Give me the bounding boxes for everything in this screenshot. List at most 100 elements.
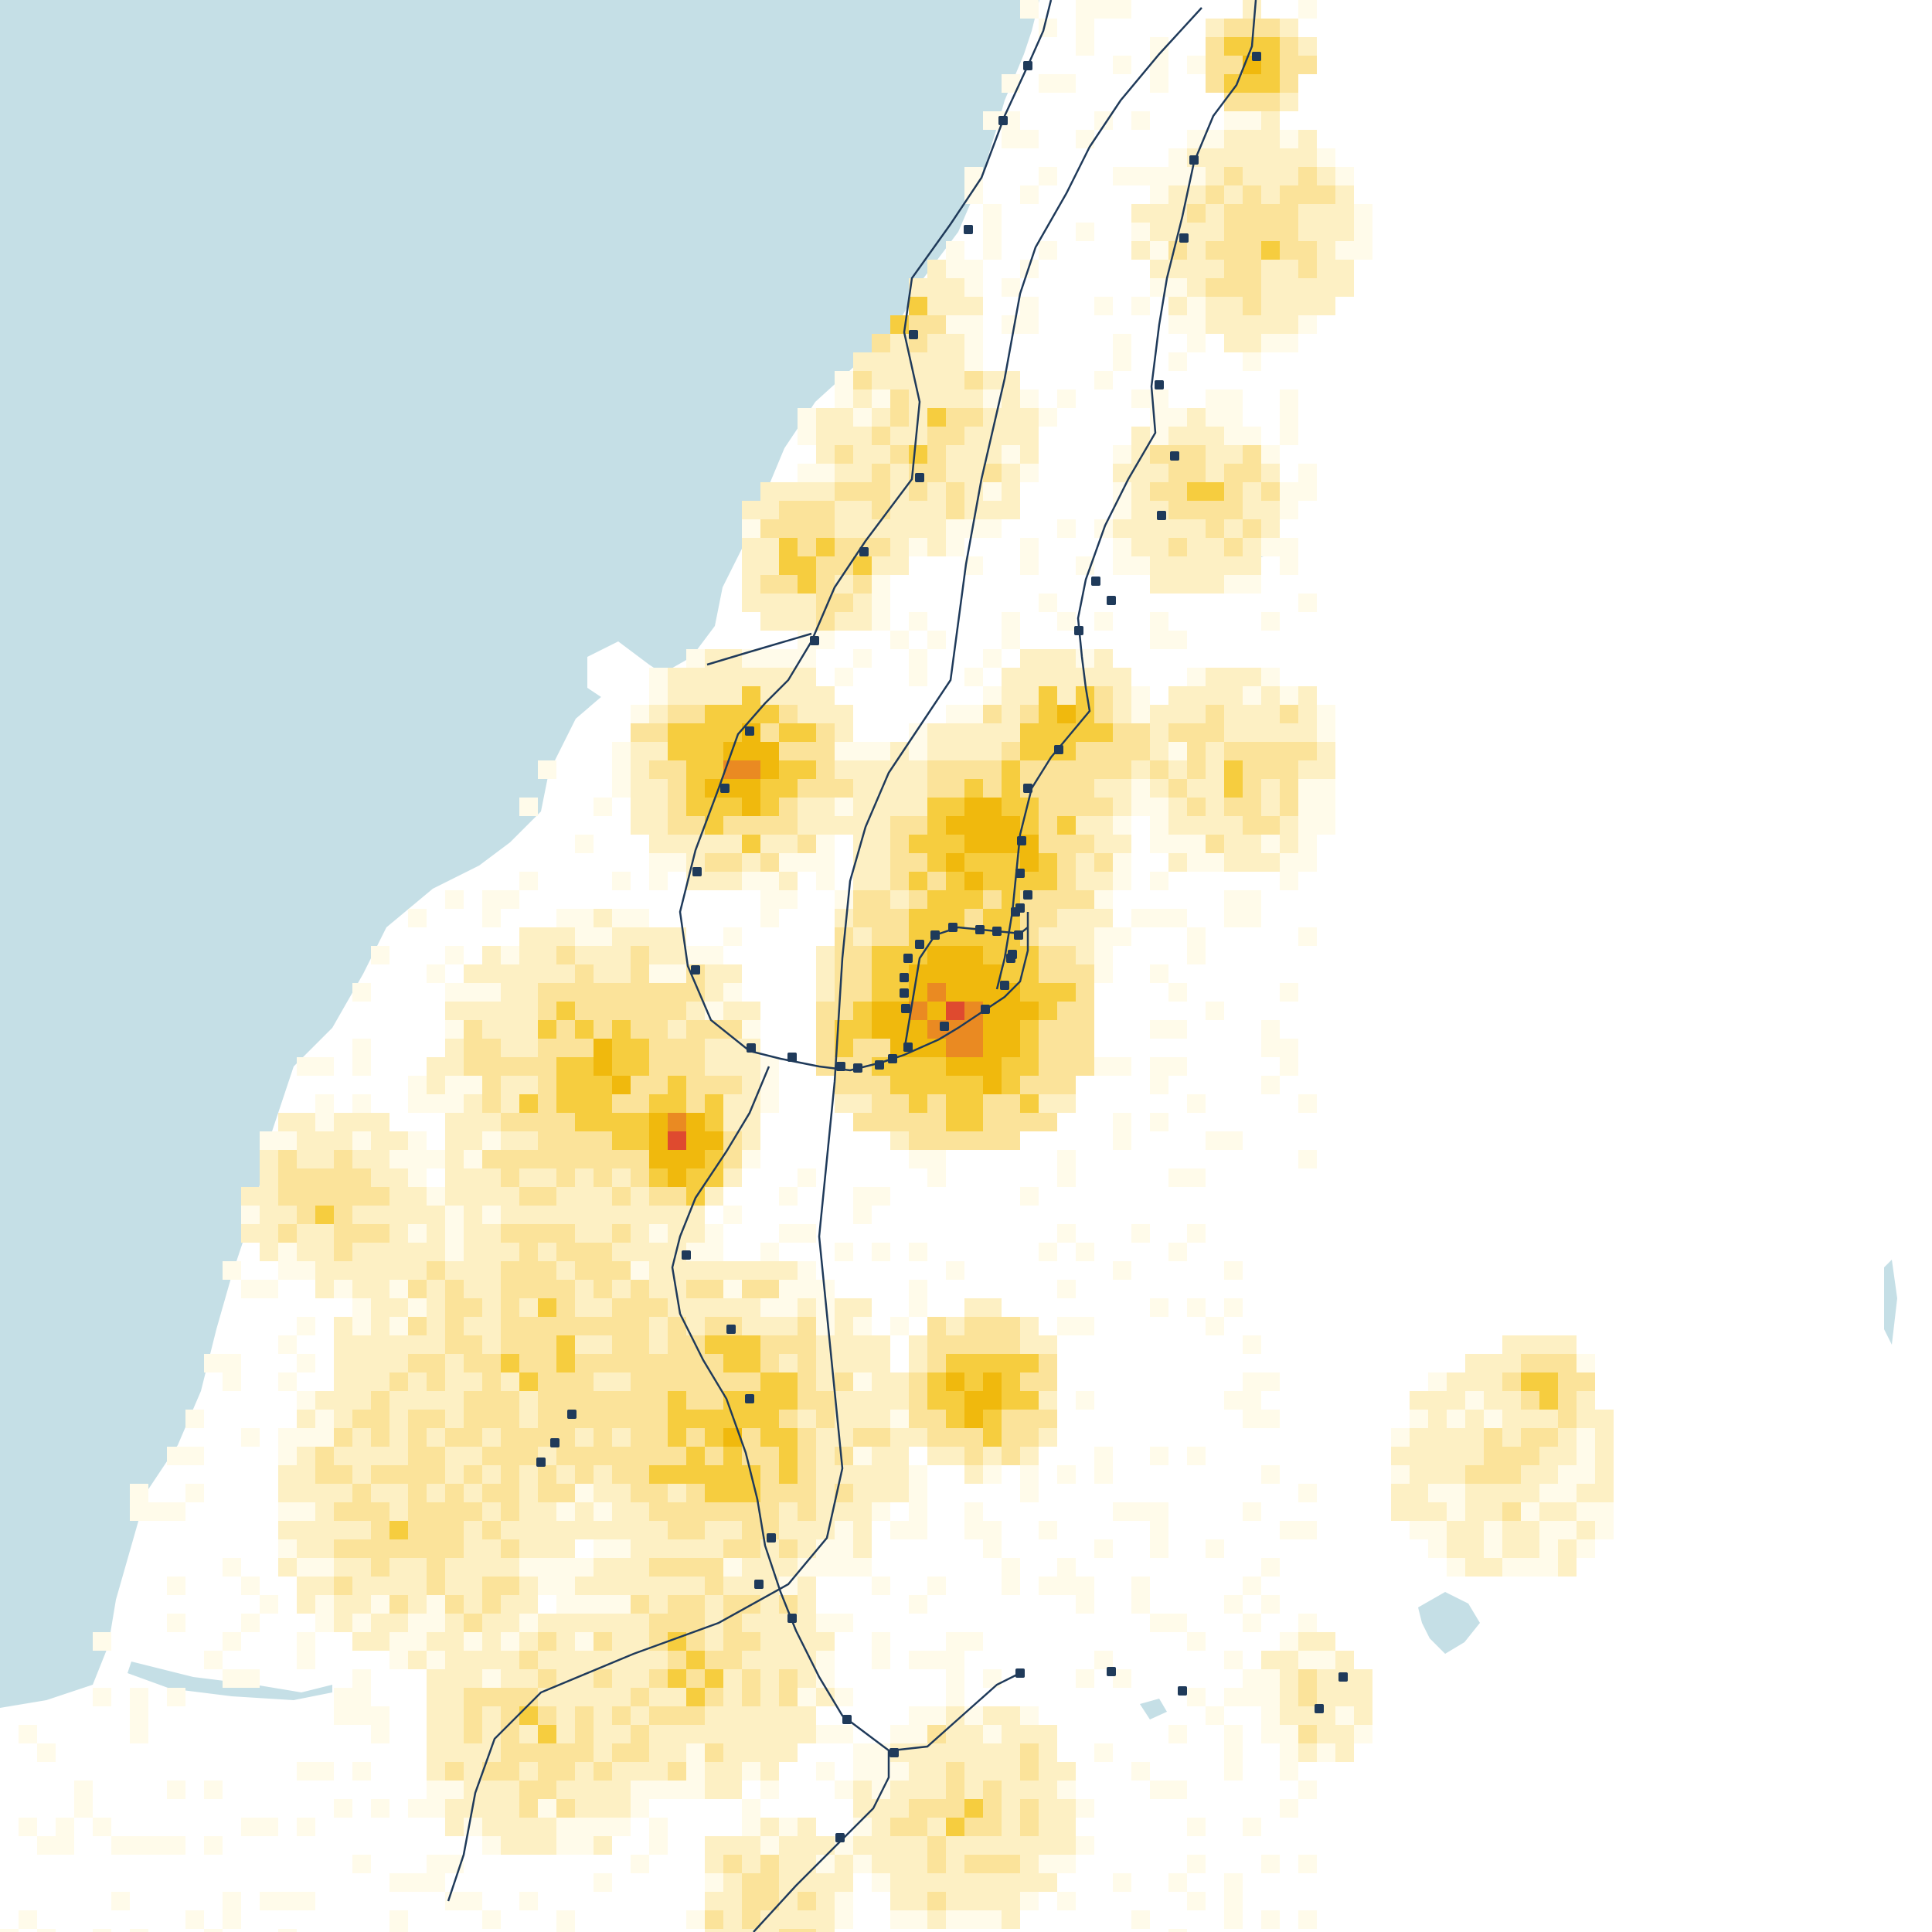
station-square-icon[interactable] <box>1157 511 1166 520</box>
station-square-icon[interactable] <box>745 726 754 736</box>
density-cell <box>983 816 1002 835</box>
station-square-icon[interactable] <box>1006 954 1015 963</box>
density-cell <box>482 1799 501 1818</box>
station-square-icon[interactable] <box>745 1394 754 1403</box>
station-square-icon[interactable] <box>1023 61 1032 70</box>
density-cell <box>556 1039 575 1057</box>
density-cell <box>1243 1818 1261 1836</box>
station-square-icon[interactable] <box>875 1060 884 1070</box>
station-square-icon[interactable] <box>1015 903 1025 913</box>
station-square-icon[interactable] <box>1091 577 1100 586</box>
station-square-icon[interactable] <box>767 1533 776 1543</box>
density-cell <box>612 1057 631 1076</box>
station-square-icon[interactable] <box>998 116 1008 125</box>
density-cell <box>538 1317 556 1335</box>
station-square-icon[interactable] <box>930 930 940 940</box>
station-square-icon[interactable] <box>1155 380 1164 389</box>
density-cell <box>1243 334 1261 352</box>
station-square-icon[interactable] <box>1015 869 1025 878</box>
station-square-icon[interactable] <box>1338 1672 1348 1682</box>
density-cell <box>464 1039 482 1057</box>
station-square-icon[interactable] <box>1107 1667 1116 1676</box>
density-cell <box>760 1818 779 1836</box>
station-square-icon[interactable] <box>682 1250 691 1260</box>
station-square-icon[interactable] <box>835 1833 845 1842</box>
station-square-icon[interactable] <box>691 965 700 975</box>
station-square-icon[interactable] <box>1074 626 1083 635</box>
station-square-icon[interactable] <box>889 1748 899 1757</box>
station-square-icon[interactable] <box>900 988 909 998</box>
density-cell <box>668 1688 686 1706</box>
station-square-icon[interactable] <box>836 1062 845 1071</box>
station-square-icon[interactable] <box>900 973 909 982</box>
density-cell <box>1131 723 1150 742</box>
density-cell <box>278 1335 297 1354</box>
station-square-icon[interactable] <box>853 1063 862 1073</box>
station-square-icon[interactable] <box>1017 836 1026 845</box>
station-square-icon[interactable] <box>1170 451 1179 461</box>
density-cell <box>1131 427 1150 445</box>
station-square-icon[interactable] <box>1107 596 1116 605</box>
station-square-icon[interactable] <box>720 784 730 793</box>
density-cell <box>760 1614 779 1632</box>
station-square-icon[interactable] <box>859 547 869 556</box>
density-cell <box>1002 1558 1020 1577</box>
density-cell <box>723 1558 742 1577</box>
density-cell <box>575 1614 594 1632</box>
density-cell <box>1002 1354 1020 1372</box>
density-cell <box>352 1372 371 1391</box>
station-square-icon[interactable] <box>1252 52 1261 61</box>
density-cell <box>964 1743 983 1762</box>
density-cell <box>315 1558 334 1577</box>
density-cell <box>983 464 1002 482</box>
density-cell <box>594 1391 612 1410</box>
station-square-icon[interactable] <box>909 330 918 339</box>
density-cell <box>445 1558 464 1577</box>
density-cell <box>890 1372 909 1391</box>
station-square-icon[interactable] <box>536 1458 546 1467</box>
station-square-icon[interactable] <box>692 867 702 876</box>
station-square-icon[interactable] <box>1015 1668 1025 1678</box>
density-cell <box>1261 853 1280 872</box>
density-cell <box>1317 297 1335 315</box>
station-square-icon[interactable] <box>964 225 973 234</box>
station-square-icon[interactable] <box>550 1438 560 1447</box>
density-cell <box>1391 1428 1410 1447</box>
station-square-icon[interactable] <box>1023 890 1032 900</box>
station-square-icon[interactable] <box>888 1054 897 1063</box>
density-cell <box>1261 1688 1280 1706</box>
station-square-icon[interactable] <box>1023 784 1032 793</box>
station-square-icon[interactable] <box>903 954 913 963</box>
station-square-icon[interactable] <box>903 1043 913 1052</box>
station-square-icon[interactable] <box>787 1053 797 1062</box>
density-cell <box>519 1892 538 1910</box>
station-square-icon[interactable] <box>915 940 924 949</box>
station-square-icon[interactable] <box>787 1614 797 1623</box>
density-cell <box>408 1187 427 1206</box>
station-square-icon[interactable] <box>1054 745 1063 754</box>
station-square-icon[interactable] <box>754 1580 764 1589</box>
density-cell <box>538 1391 556 1410</box>
station-square-icon[interactable] <box>981 1005 990 1014</box>
station-square-icon[interactable] <box>567 1410 577 1419</box>
station-square-icon[interactable] <box>940 1022 949 1031</box>
station-square-icon[interactable] <box>1315 1704 1324 1713</box>
station-square-icon[interactable] <box>1000 981 1009 990</box>
station-square-icon[interactable] <box>915 473 924 482</box>
station-square-icon[interactable] <box>842 1715 852 1724</box>
station-square-icon[interactable] <box>992 927 1002 936</box>
station-square-icon[interactable] <box>810 636 819 645</box>
station-square-icon[interactable] <box>726 1325 736 1334</box>
density-cell <box>927 501 946 519</box>
station-square-icon[interactable] <box>1178 1686 1187 1696</box>
density-cell <box>464 1558 482 1577</box>
density-cell <box>538 946 556 964</box>
station-square-icon[interactable] <box>901 1004 910 1013</box>
station-square-icon[interactable] <box>1189 155 1199 165</box>
station-square-icon[interactable] <box>948 923 957 932</box>
station-square-icon[interactable] <box>1179 233 1189 243</box>
station-square-icon[interactable] <box>1014 930 1023 940</box>
station-square-icon[interactable] <box>747 1043 756 1053</box>
station-square-icon[interactable] <box>975 925 985 934</box>
